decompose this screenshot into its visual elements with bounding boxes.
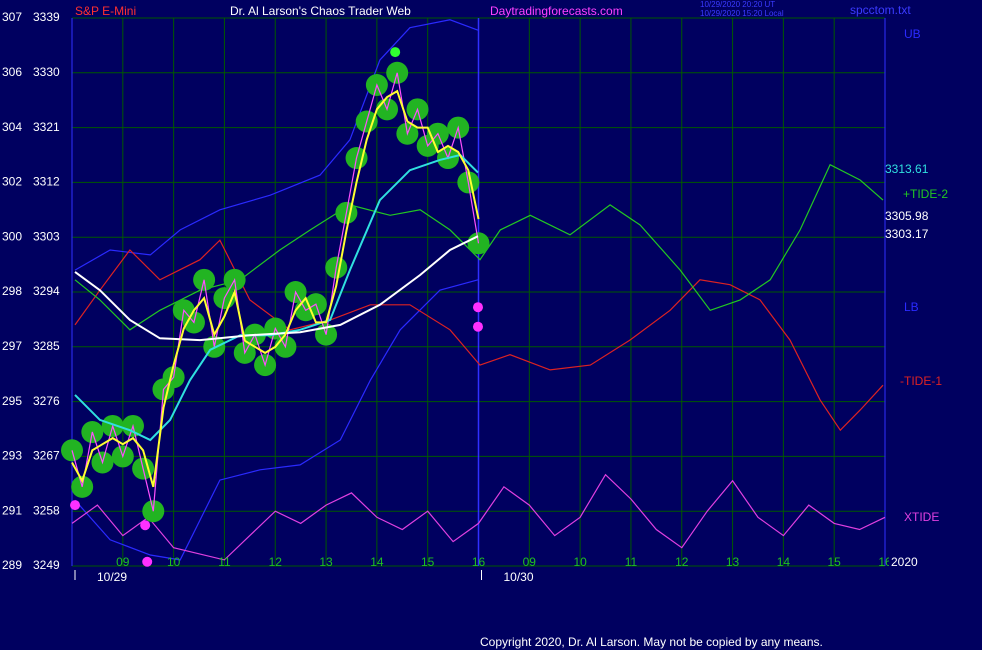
y-tick-label: 3285 bbox=[33, 339, 60, 353]
x-tick-label: 16 bbox=[878, 555, 892, 569]
site: Daytradingforecasts.com bbox=[490, 4, 623, 18]
series-label: XTIDE bbox=[904, 510, 939, 524]
file-name: spcctom.txt bbox=[850, 3, 911, 17]
x-tick-label: 11 bbox=[218, 555, 231, 569]
instrument: S&P E-Mini bbox=[75, 4, 136, 18]
left-scale-label: 291 bbox=[2, 503, 22, 517]
timestamp: 10/29/2020 20:20 UT bbox=[700, 0, 775, 9]
x-tick-label: 11 bbox=[625, 555, 638, 569]
marker bbox=[70, 500, 81, 511]
left-scale-label: 297 bbox=[2, 339, 22, 353]
left-scale-label: 306 bbox=[2, 65, 22, 79]
series-line bbox=[71, 89, 480, 488]
marker bbox=[140, 520, 151, 531]
end-value-label: 3303.17 bbox=[885, 227, 929, 241]
y-tick-label: 3321 bbox=[33, 120, 60, 134]
y-tick-label: 3258 bbox=[33, 503, 60, 517]
x-tick-label: 12 bbox=[269, 555, 283, 569]
chart-title: Dr. Al Larson's Chaos Trader Web bbox=[230, 4, 411, 18]
left-scale-label: 302 bbox=[2, 175, 22, 189]
marker bbox=[472, 321, 483, 332]
x-tick-label: 09 bbox=[116, 555, 130, 569]
series-label: LB bbox=[904, 300, 919, 314]
x-tick-label: 10 bbox=[573, 555, 587, 569]
marker bbox=[142, 556, 153, 567]
left-scale-label: 295 bbox=[2, 394, 22, 408]
marker bbox=[390, 47, 401, 58]
date-label: 10/30 bbox=[504, 570, 534, 584]
x-tick-label: 09 bbox=[523, 555, 537, 569]
series-line bbox=[71, 72, 480, 512]
x-tick-label: 13 bbox=[319, 555, 333, 569]
copyright: Copyright 2020, Dr. Al Larson. May not b… bbox=[480, 635, 823, 649]
left-scale-label: 293 bbox=[2, 449, 22, 463]
timestamp: 10/29/2020 15:20 Local bbox=[700, 9, 784, 18]
y-tick-label: 3312 bbox=[33, 175, 60, 189]
series-line bbox=[74, 239, 884, 432]
y-tick-label: 3339 bbox=[33, 10, 60, 24]
y-tick-label: 3276 bbox=[33, 394, 60, 408]
left-scale-label: 298 bbox=[2, 284, 22, 298]
y-tick-label: 3330 bbox=[33, 65, 60, 79]
date-label: 10/29 bbox=[97, 570, 127, 584]
marker bbox=[472, 302, 483, 313]
x-tick-label: 15 bbox=[828, 555, 842, 569]
series-label: UB bbox=[904, 27, 921, 41]
year-label: 2020 bbox=[891, 555, 918, 569]
series-line bbox=[74, 279, 479, 561]
year-bg bbox=[889, 555, 929, 571]
x-tick-label: 14 bbox=[370, 555, 384, 569]
y-tick-label: 3249 bbox=[33, 558, 60, 572]
x-tick-label: 15 bbox=[421, 555, 435, 569]
left-scale-label: 304 bbox=[2, 120, 22, 134]
x-tick-label: 14 bbox=[777, 555, 791, 569]
series-line bbox=[74, 235, 479, 342]
left-scale-label: 307 bbox=[2, 10, 22, 24]
series-label: +TIDE-2 bbox=[903, 187, 948, 201]
left-scale-label: 300 bbox=[2, 229, 22, 243]
y-tick-label: 3303 bbox=[33, 229, 60, 243]
series-label: -TIDE-1 bbox=[900, 374, 942, 388]
plot-area bbox=[61, 17, 886, 567]
series-line bbox=[74, 19, 479, 271]
x-tick-label: 16 bbox=[472, 555, 486, 569]
end-value-label: 3313.61 bbox=[885, 162, 929, 176]
x-tick-label: 13 bbox=[726, 555, 740, 569]
left-scale-label: 289 bbox=[2, 558, 22, 572]
x-tick-label: 10 bbox=[167, 555, 181, 569]
y-tick-label: 3267 bbox=[33, 449, 60, 463]
end-value-label: 3305.98 bbox=[885, 209, 929, 223]
series-line bbox=[74, 153, 479, 442]
y-tick-label: 3294 bbox=[33, 284, 60, 298]
series-line bbox=[71, 473, 886, 561]
x-tick-label: 12 bbox=[675, 555, 689, 569]
